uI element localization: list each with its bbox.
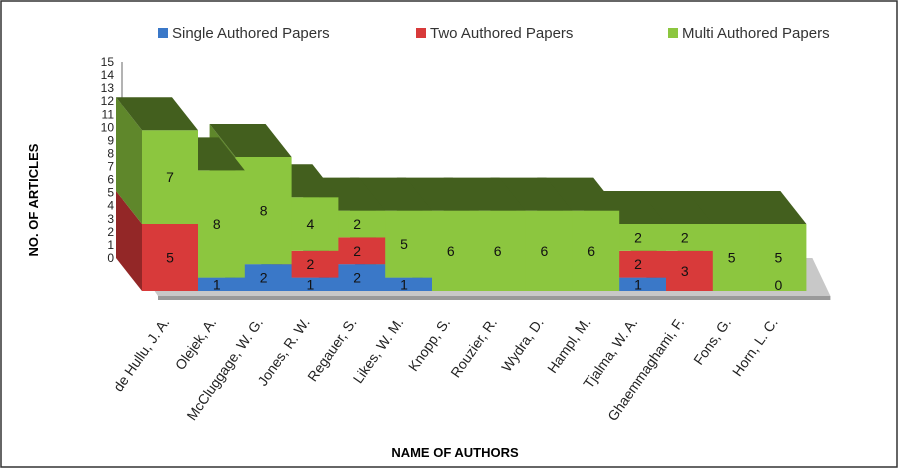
bar-data-label: 1	[213, 276, 221, 292]
legend-swatch	[158, 28, 168, 38]
bar-data-label: 2	[634, 256, 642, 272]
y-tick-label: 3	[107, 212, 114, 226]
bar-stack: 57	[116, 97, 198, 291]
bar-segment	[329, 264, 386, 291]
y-axis-label: NO. OF ARTICLES	[26, 143, 41, 256]
bar-segment	[282, 277, 339, 291]
bar-top-face	[116, 97, 198, 131]
legend-label: Multi Authored Papers	[682, 25, 830, 42]
bar-top-face	[209, 124, 292, 157]
bar-segment	[188, 277, 245, 291]
bar-data-label: 2	[634, 229, 642, 245]
y-tick-label: 0	[107, 251, 114, 265]
bar-data-label: 8	[260, 203, 268, 219]
bar-data-label: 5	[728, 250, 736, 266]
bar-segment	[703, 224, 760, 291]
bar-data-label: 2	[260, 270, 268, 286]
bar-segment	[282, 197, 339, 251]
y-tick-label: 8	[107, 146, 114, 160]
bar-data-label: 1	[400, 276, 408, 292]
bar-segment	[282, 250, 339, 278]
bar-segment	[376, 210, 432, 278]
bar-side-face	[116, 97, 142, 224]
y-tick-label: 15	[101, 55, 115, 69]
bar-data-label: 5	[400, 236, 408, 252]
bar-segment	[610, 277, 666, 291]
bar-data-label: 6	[494, 243, 502, 259]
y-tick-label: 7	[107, 160, 114, 174]
y-tick-label: 2	[107, 225, 114, 239]
bar-segment	[516, 210, 573, 291]
bar-data-label: 3	[681, 263, 689, 279]
bar-segment	[329, 210, 386, 238]
bar-data-label: 7	[166, 169, 174, 185]
y-tick-label: 10	[101, 120, 115, 134]
bar-data-label: 1	[634, 276, 642, 292]
bar-segment	[750, 224, 807, 291]
legend: Single Authored Papers Two Authored Paper…	[158, 25, 830, 42]
bar-data-label: 6	[541, 243, 549, 259]
bar-data-label: 2	[353, 270, 361, 286]
bar-data-label: 6	[447, 243, 455, 259]
bar-data-label: 8	[213, 216, 221, 232]
bar-data-label: 6	[587, 243, 595, 259]
floor-edge	[158, 296, 831, 300]
y-tick-label: 13	[101, 81, 115, 95]
y-tick-label: 12	[101, 94, 115, 108]
legend-swatch	[416, 28, 426, 38]
bar-segment	[142, 130, 198, 224]
legend-label: Single Authored Papers	[172, 25, 330, 42]
bar-data-label: 5	[775, 250, 783, 266]
y-tick-label: 5	[107, 186, 114, 200]
bar-data-label: 4	[307, 216, 315, 232]
bar-segment	[563, 210, 620, 291]
y-tick-label: 4	[107, 199, 114, 213]
bar-segment	[188, 170, 245, 278]
bar-data-label: 0	[775, 277, 783, 293]
bar-segment	[235, 157, 292, 265]
bar-side-face	[116, 191, 142, 291]
bar-segment	[610, 224, 666, 251]
bar-segment	[329, 237, 386, 265]
bar-data-label: 2	[307, 256, 315, 272]
bar-segment	[469, 210, 526, 291]
bar-data-label: 1	[307, 276, 315, 292]
bar-segment	[656, 250, 713, 291]
legend-swatch	[668, 28, 678, 38]
bar-segment	[656, 224, 713, 251]
bar-segment	[610, 250, 666, 278]
y-tick-label: 14	[101, 68, 115, 82]
legend-label: Two Authored Papers	[430, 25, 573, 42]
x-axis-label: NAME OF AUTHORS	[391, 445, 519, 460]
y-tick-label: 1	[107, 238, 114, 252]
bar-segment	[235, 264, 292, 291]
bar-data-label: 2	[681, 229, 689, 245]
bar-segment	[376, 277, 432, 291]
bar-segment	[142, 224, 198, 291]
y-tick-label: 6	[107, 173, 114, 187]
y-tick-label: 11	[102, 107, 115, 121]
bar-segment	[422, 210, 479, 291]
bar-data-label: 2	[353, 216, 361, 232]
y-tick-label: 9	[107, 133, 114, 147]
bar-data-label: 5	[166, 250, 174, 266]
bar-data-label: 2	[353, 243, 361, 259]
